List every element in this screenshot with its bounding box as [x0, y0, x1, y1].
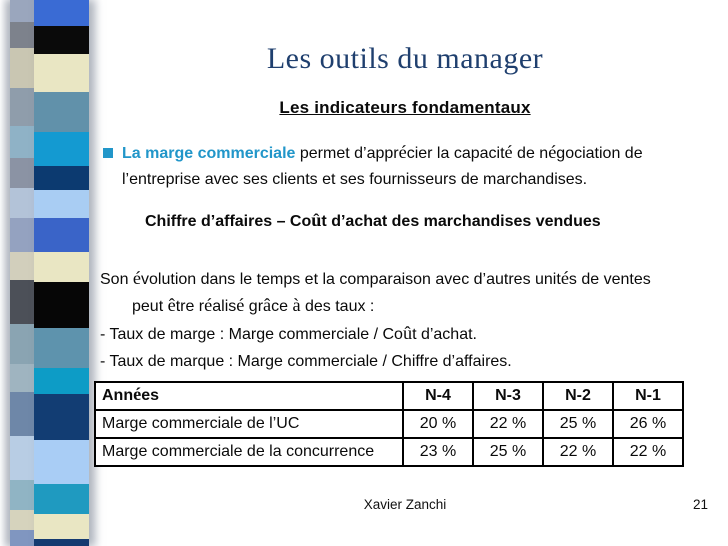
sidebar-color-block — [10, 530, 34, 546]
bullet-highlight: La marge commerciale — [122, 145, 296, 162]
bullet-text: La marge commerciale permet d’apprécier … — [122, 141, 695, 193]
sidebar-color-block — [10, 324, 34, 364]
sidebar-color-block — [34, 0, 89, 26]
table-row: Marge commerciale de l’UC 20 % 22 % 25 % 26 … — [94, 409, 684, 439]
table-row-label: Marge commerciale de la concurrence — [94, 437, 404, 467]
sidebar-color-block — [10, 126, 34, 158]
sidebar-color-block — [34, 484, 89, 514]
sidebar-color-block — [10, 188, 34, 218]
sidebar-color-block — [10, 0, 34, 22]
bullet-square-icon — [103, 148, 113, 158]
bullet-item: La marge commerciale permet d’apprécier … — [103, 141, 695, 193]
slide-subtitle: Les indicateurs fondamentaux — [279, 98, 531, 117]
sidebar-color-block — [34, 539, 89, 546]
sidebar-color-block — [10, 480, 34, 510]
footer-author: Xavier Zanchi — [363, 497, 447, 512]
table-row-label: Marge commerciale de l’UC — [94, 409, 404, 439]
sidebar-color-block — [10, 22, 34, 48]
ratio-item-marque: - Taux de marque : Marge commerciale / C… — [100, 353, 512, 370]
ratio-item-marge: - Taux de marge : Marge commerciale / Co… — [100, 323, 477, 343]
sidebar-color-block — [10, 392, 34, 436]
sidebar-color-block — [34, 328, 89, 368]
table-cell: 23 % — [402, 437, 474, 467]
sidebar-color-block — [34, 166, 89, 190]
table-header-row: Années N-4 N-3 N-2 N-1 — [94, 381, 684, 411]
table-cell: 25 % — [472, 437, 544, 467]
table-header-cell: N-3 — [472, 381, 544, 411]
table-header-cell: Années — [94, 381, 404, 411]
sidebar-column-left — [10, 0, 34, 546]
indicators-table: Années N-4 N-3 N-2 N-1 Marge commerciale de … — [94, 381, 684, 467]
sidebar-color-block — [34, 282, 89, 328]
sidebar-color-block — [10, 436, 34, 480]
sidebar-color-block — [34, 252, 89, 282]
table-row: Marge commerciale de la concurrence 23 % 2… — [94, 437, 684, 467]
sidebar-color-block — [34, 92, 89, 132]
sidebar-color-block — [10, 510, 34, 530]
sidebar-color-block — [10, 280, 34, 324]
table-header-cell: N-2 — [542, 381, 614, 411]
sidebar-color-block — [10, 364, 34, 392]
sidebar-color-block — [10, 252, 34, 280]
slide-title: Les outils du manager — [266, 42, 544, 75]
table-cell: 22 % — [472, 409, 544, 439]
table-cell: 26 % — [612, 409, 684, 439]
page-number: 21 — [692, 497, 708, 512]
sidebar-color-block — [34, 514, 89, 539]
sidebar-color-block — [10, 88, 34, 126]
sidebar-color-block — [34, 394, 89, 440]
sidebar-color-block — [10, 158, 34, 188]
sidebar-color-block — [10, 48, 34, 88]
sidebar-color-block — [34, 132, 89, 166]
sidebar-color-block — [34, 190, 89, 218]
table-header-cell: N-1 — [612, 381, 684, 411]
sidebar-color-block — [34, 54, 89, 92]
sidebar-column-right — [34, 0, 89, 546]
sidebar-color-block — [34, 26, 89, 54]
sidebar-color-block — [10, 218, 34, 252]
sidebar-color-block — [34, 218, 89, 252]
table-cell: 22 % — [542, 437, 614, 467]
table-header-cell: N-4 — [402, 381, 474, 411]
table-body: Marge commerciale de l’UC 20 % 22 % 25 % 26 … — [94, 409, 684, 467]
sidebar-color-block — [34, 368, 89, 394]
sidebar-decoration — [0, 0, 102, 546]
evolution-paragraph: Son évolution dans le temps et la compar… — [100, 268, 651, 315]
bullet-rest: permet d’apprécier la capacité de négoci… — [122, 142, 643, 188]
table-cell: 25 % — [542, 409, 614, 439]
sidebar-color-block — [34, 440, 89, 484]
ratio-list: - Taux de marge : Marge commerciale / Co… — [100, 321, 700, 375]
formula-line: Chiffre d’affaires – Coût d’achat des ma… — [145, 210, 601, 230]
table-cell: 20 % — [402, 409, 474, 439]
table-cell: 22 % — [612, 437, 684, 467]
